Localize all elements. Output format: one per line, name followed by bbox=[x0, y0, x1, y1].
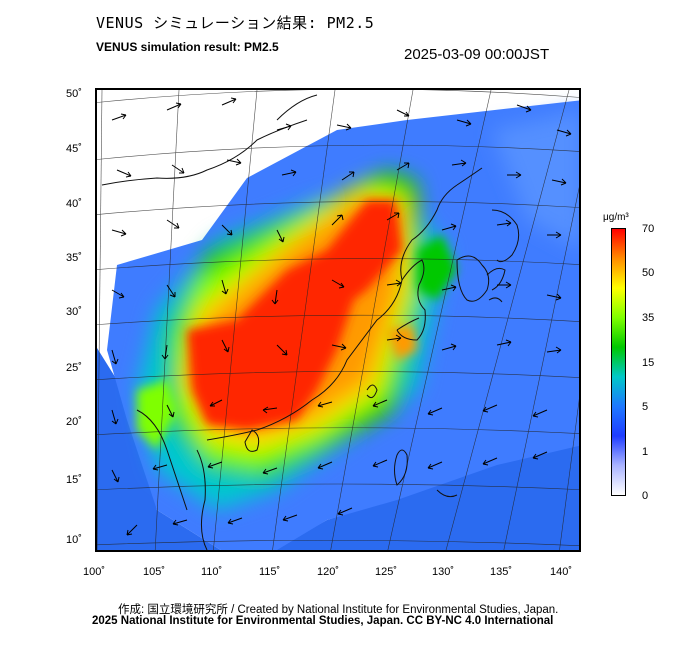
colorbar-tick-0: 0 bbox=[642, 490, 649, 502]
coastlines bbox=[101, 94, 520, 550]
lat-label-15: 15˚ bbox=[66, 474, 82, 486]
graticule bbox=[97, 90, 579, 550]
colorbar-tick-5: 5 bbox=[642, 401, 649, 413]
title-japanese: VENUS シミュレーション結果: PM2.5 bbox=[96, 14, 375, 32]
lat-label-25: 25˚ bbox=[66, 362, 82, 374]
title-english: VENUS simulation result: PM2.5 bbox=[96, 40, 279, 54]
colorbar-tick-35: 35 bbox=[642, 312, 655, 324]
lon-label-130: 130˚ bbox=[432, 566, 455, 578]
colorbar-unit: μg/m³ bbox=[603, 212, 629, 223]
domain-base bbox=[97, 348, 579, 550]
colorbar bbox=[611, 228, 626, 496]
copyright-line: 2025 National Institute for Environmenta… bbox=[92, 615, 554, 627]
wind-vectors bbox=[111, 97, 572, 536]
lon-label-135: 135˚ bbox=[490, 566, 513, 578]
colorbar-tick-50: 50 bbox=[642, 267, 655, 279]
lat-label-35: 35˚ bbox=[66, 252, 82, 264]
pm25-map[interactable] bbox=[95, 88, 581, 552]
lat-label-10: 10˚ bbox=[66, 534, 82, 546]
lat-label-40: 40˚ bbox=[66, 198, 82, 210]
lon-label-105: 105˚ bbox=[143, 566, 166, 578]
lon-label-125: 125˚ bbox=[375, 566, 398, 578]
credit-line: 作成: 国立環境研究所 / Created by National Instit… bbox=[118, 604, 559, 616]
pm25-map-canvas bbox=[97, 90, 579, 550]
colorbar-tick-15: 15 bbox=[642, 357, 655, 369]
lon-label-110: 110˚ bbox=[201, 566, 223, 578]
concentration-field bbox=[97, 100, 579, 550]
lat-label-45: 45˚ bbox=[66, 143, 82, 155]
lat-label-20: 20˚ bbox=[66, 416, 82, 428]
lon-label-100: 100˚ bbox=[83, 566, 106, 578]
colorbar-tick-70: 70 bbox=[642, 223, 655, 235]
lon-label-140: 140˚ bbox=[550, 566, 573, 578]
colorbar-tick-1: 1 bbox=[642, 446, 649, 458]
lat-label-30: 30˚ bbox=[66, 306, 82, 318]
lat-label-50: 50˚ bbox=[66, 88, 82, 100]
lon-label-120: 120˚ bbox=[317, 566, 340, 578]
forecast-timestamp: 2025-03-09 00:00JST bbox=[404, 46, 550, 63]
lon-label-115: 115˚ bbox=[259, 566, 281, 578]
